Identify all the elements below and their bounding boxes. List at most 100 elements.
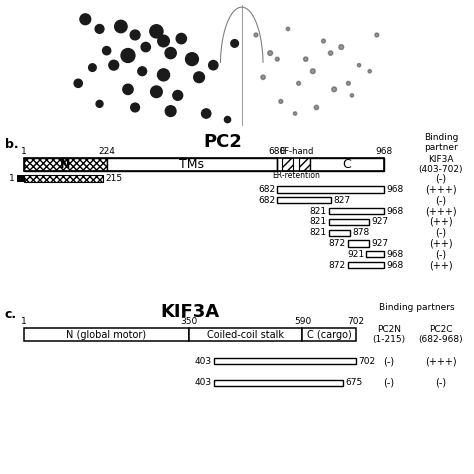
Text: 927: 927 — [371, 239, 388, 248]
Text: Binding
partner: Binding partner — [424, 133, 458, 152]
Point — [295, 80, 302, 87]
Point — [284, 25, 292, 33]
Point — [167, 107, 174, 115]
Bar — [24, 158, 384, 171]
Point — [177, 35, 185, 42]
Bar — [348, 262, 384, 268]
Text: 968: 968 — [386, 185, 403, 194]
Point — [188, 55, 196, 63]
Point — [373, 31, 381, 39]
Text: 878: 878 — [353, 228, 370, 237]
Point — [259, 73, 267, 81]
Point — [345, 80, 352, 87]
Text: 403: 403 — [194, 378, 211, 387]
Text: PC2C
(682-968): PC2C (682-968) — [419, 325, 463, 344]
Text: C (cargo): C (cargo) — [307, 329, 351, 340]
Text: (-): (-) — [435, 249, 447, 259]
Point — [160, 37, 167, 45]
Point — [82, 16, 89, 23]
Text: 1: 1 — [21, 318, 27, 327]
Text: b.: b. — [5, 138, 18, 151]
Text: (-): (-) — [383, 356, 394, 366]
Point — [124, 52, 132, 59]
Text: 590: 590 — [294, 318, 311, 327]
Point — [160, 71, 167, 79]
Point — [131, 31, 139, 39]
Point — [110, 62, 118, 69]
Text: 682: 682 — [258, 185, 275, 194]
Bar — [214, 380, 343, 386]
Text: ER-retention: ER-retention — [272, 172, 320, 181]
Point — [174, 91, 182, 99]
Text: TMs: TMs — [179, 158, 204, 171]
Point — [167, 49, 174, 57]
Text: 224: 224 — [98, 147, 115, 156]
Point — [103, 47, 110, 55]
Point — [117, 23, 125, 30]
Text: 927: 927 — [371, 218, 388, 227]
Point — [330, 85, 338, 93]
Point — [309, 67, 317, 75]
Point — [327, 49, 335, 57]
Point — [252, 31, 260, 39]
Text: C: C — [343, 158, 351, 171]
Point — [224, 116, 231, 123]
Point — [96, 100, 103, 108]
Text: 968: 968 — [386, 207, 403, 216]
Point — [124, 85, 132, 93]
Point — [142, 43, 149, 51]
Text: KIF3A
(403-702): KIF3A (403-702) — [419, 155, 463, 174]
Text: 1: 1 — [9, 174, 15, 183]
Point — [319, 37, 327, 45]
Bar — [214, 358, 356, 364]
Text: 350: 350 — [180, 318, 198, 327]
Bar — [329, 208, 384, 214]
Point — [277, 98, 284, 105]
Text: (++): (++) — [429, 260, 453, 270]
Bar — [277, 186, 384, 192]
Text: 702: 702 — [347, 318, 364, 327]
Text: 821: 821 — [310, 228, 327, 237]
Bar — [310, 158, 384, 171]
Point — [74, 80, 82, 87]
Text: (++): (++) — [429, 217, 453, 227]
Text: 968: 968 — [386, 250, 403, 259]
Text: (++): (++) — [429, 238, 453, 248]
Text: (-): (-) — [435, 195, 447, 205]
Text: N: N — [60, 158, 71, 171]
Point — [96, 25, 103, 33]
Point — [202, 110, 210, 118]
Bar — [107, 158, 277, 171]
Text: 215: 215 — [106, 174, 123, 183]
Text: c.: c. — [5, 308, 17, 321]
Text: 968: 968 — [375, 147, 392, 156]
Text: 680: 680 — [268, 147, 285, 156]
Text: Binding partners: Binding partners — [379, 303, 455, 312]
Text: (-): (-) — [435, 173, 447, 183]
Text: EF-hand: EF-hand — [279, 147, 313, 156]
Bar — [17, 175, 24, 182]
Text: (+++): (+++) — [425, 184, 456, 194]
Point — [266, 49, 274, 57]
Point — [291, 110, 299, 118]
Point — [348, 91, 356, 99]
Bar — [366, 251, 384, 257]
Point — [231, 40, 238, 47]
Text: 702: 702 — [358, 357, 375, 365]
Point — [210, 62, 217, 69]
Bar — [24, 158, 107, 171]
Bar — [329, 219, 369, 225]
Text: N (global motor): N (global motor) — [66, 329, 146, 340]
Text: 1: 1 — [21, 147, 27, 156]
Text: (-): (-) — [383, 378, 394, 388]
Point — [302, 55, 310, 63]
Text: PC2: PC2 — [203, 133, 242, 151]
Point — [337, 43, 345, 51]
Bar — [299, 158, 310, 171]
Bar — [348, 240, 369, 246]
Point — [153, 88, 160, 96]
Bar — [302, 328, 356, 341]
Text: (+++): (+++) — [425, 356, 456, 366]
Text: 921: 921 — [347, 250, 364, 259]
Point — [131, 104, 139, 111]
